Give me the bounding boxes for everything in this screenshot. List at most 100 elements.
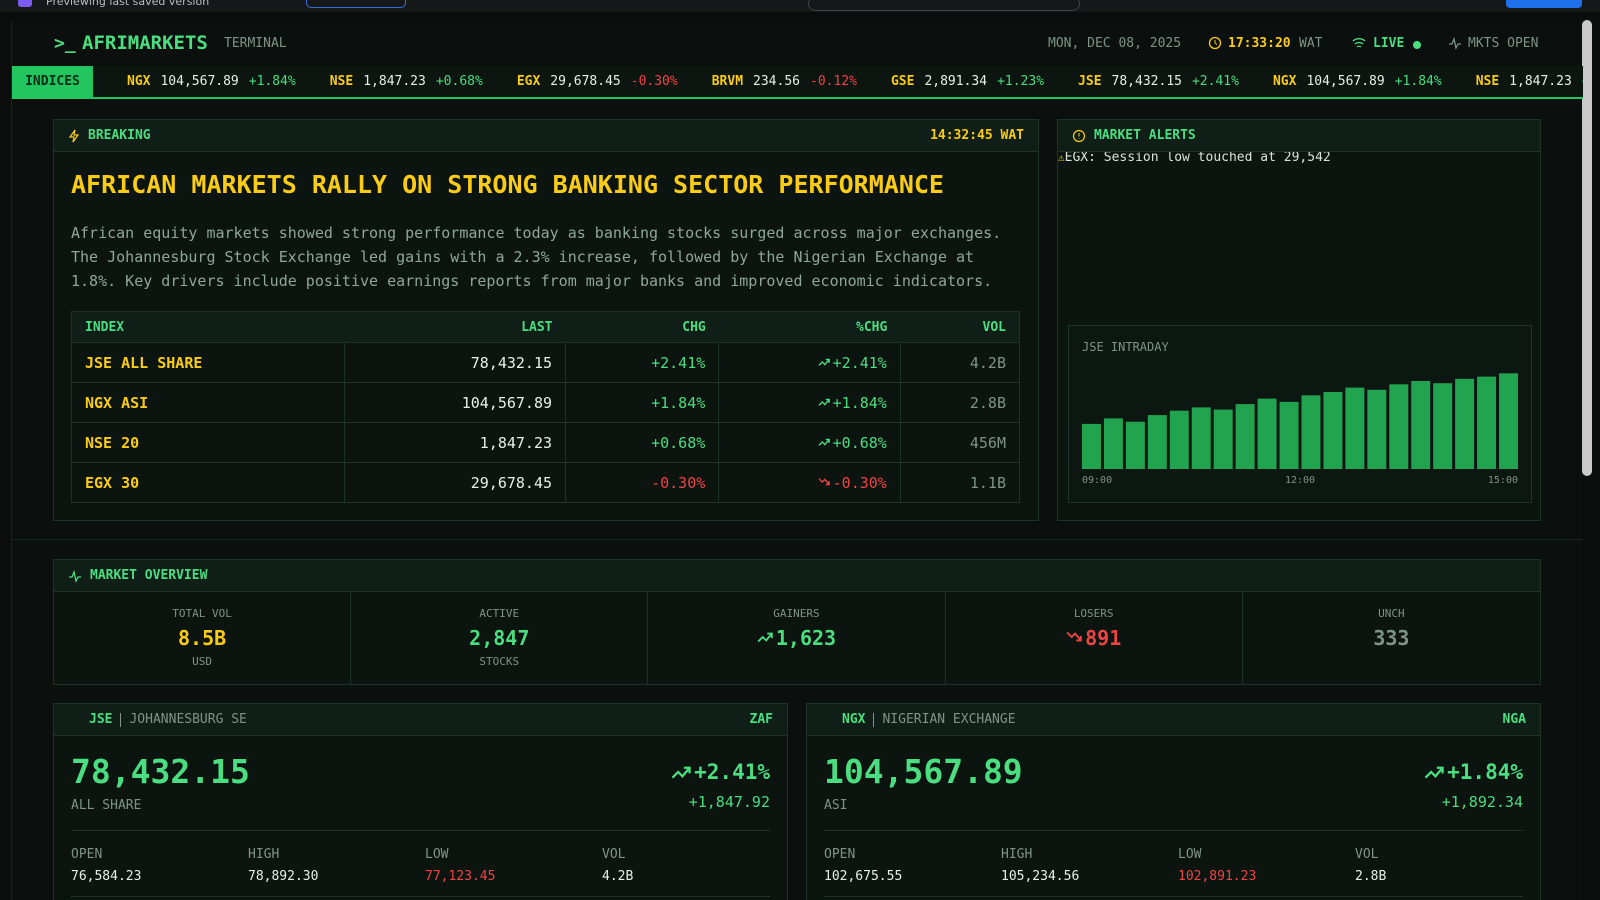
separator <box>120 712 122 727</box>
ticker-item: NGX 104,567.89 +1.84% <box>1273 74 1442 89</box>
tab[interactable] <box>306 0 406 8</box>
panel-title: BREAKING <box>88 128 151 143</box>
publish-button[interactable] <box>1506 0 1582 8</box>
index-value: 78,432.15 <box>71 752 250 791</box>
ticker-value: 1,847.23 <box>363 74 426 89</box>
x-label: 12:00 <box>1285 475 1315 486</box>
exchange-code: NGX <box>842 712 866 727</box>
table-cell: NGX ASI <box>71 382 345 423</box>
status-text: Previewing last saved version <box>46 0 210 8</box>
ticker-item: NSE 1,847.23 +0.68% <box>330 74 483 89</box>
bar <box>1499 373 1518 469</box>
cell-text: 78,432.15 <box>470 353 553 372</box>
stat-label: LOSERS <box>1073 607 1114 620</box>
stat-label: UNCH <box>1378 607 1405 620</box>
ticker-symbol: BRVM <box>711 74 744 89</box>
stat: GAINERS 1,623 <box>648 592 946 684</box>
ticker-change: +0.68% <box>435 74 483 89</box>
ticker-change: +1.84% <box>1394 74 1442 89</box>
index-name: ASI <box>824 798 848 813</box>
bar <box>1191 407 1211 469</box>
cell-text: +0.68% <box>832 433 887 452</box>
cell-text: NGX ASI <box>85 393 149 412</box>
ticker-symbol: NSE <box>329 74 354 89</box>
intraday-chart: 09:00 12:00 15:00 <box>1082 373 1518 486</box>
stat-value: 2,847 <box>351 626 647 650</box>
ticker-item: NGX 104,567.89 +1.84% <box>127 74 296 89</box>
stat-value: 891 <box>946 626 1242 650</box>
bar <box>1389 384 1409 469</box>
exchange-card: JSE JOHANNESBURG SE ZAF 78,432.15 ALL SHARE +… <box>53 703 788 900</box>
address-bar[interactable] <box>808 0 1080 11</box>
alert-item: ⚠EGX: Session low touched at 29,542 <box>1058 150 1540 165</box>
bar <box>1147 415 1167 469</box>
table-cell: 29,678.45 <box>343 462 567 503</box>
stat-unit: STOCKS <box>479 655 520 668</box>
exchange-name: NIGERIAN EXCHANGE <box>882 712 1016 727</box>
breaking-time: 14:32:45 WAT <box>930 128 1024 143</box>
globe-icon <box>821 713 834 726</box>
table-cell: +0.68% <box>565 422 720 463</box>
table-cell: EGX 30 <box>71 462 345 503</box>
column-header: %CHG <box>718 311 901 343</box>
cell-text: +1.84% <box>651 393 706 412</box>
x-label: 09:00 <box>1082 475 1112 486</box>
cell-text: +2.41% <box>832 353 887 372</box>
ticker-symbol: JSE <box>1078 74 1102 89</box>
trend-up-icon <box>818 438 830 446</box>
stat-value: 102,675.55 <box>824 869 903 884</box>
cell-text: 1.1B <box>969 473 1006 492</box>
stat-value: 105,234.56 <box>1001 869 1080 884</box>
stat-value: 8.5B <box>54 626 350 650</box>
bar <box>1125 421 1145 469</box>
ticker-bar: INDICES NGX 104,567.89 +1.84% NSE 1,847.23 +0… <box>12 66 1583 99</box>
stat-value: 78,892.30 <box>248 869 319 884</box>
stat-label: ACTIVE <box>479 607 520 620</box>
table-cell: +2.41% <box>565 342 720 383</box>
ticker-value: 78,432.15 <box>1111 74 1182 89</box>
ticker-symbol: EGX <box>516 74 541 89</box>
bar <box>1477 376 1497 469</box>
article-body: African equity markets showed strong per… <box>71 224 1002 290</box>
cell-text: 456M <box>969 433 1006 452</box>
index-value: 104,567.89 <box>824 752 1023 791</box>
table-row: JSE ALL SHARE 78,432.15 +2.41% +2.41% 4.2B <box>71 342 1021 383</box>
stat-number: 1,623 <box>775 626 837 650</box>
browser-bar: Previewing last saved version <box>0 0 1600 12</box>
bar <box>1345 387 1365 469</box>
panel-header: BREAKING 14:32:45 WAT <box>54 120 1038 152</box>
ticker-value: 234.56 <box>753 74 800 89</box>
table-cell: 2.8B <box>899 382 1021 423</box>
table-row: NSE 20 1,847.23 +0.68% +0.68% 456M <box>71 422 1021 463</box>
ticker-symbol: NSE <box>1475 74 1500 89</box>
scrollbar[interactable] <box>1582 20 1592 476</box>
ticker-item: JSE 78,432.15 +2.41% <box>1078 74 1239 89</box>
exchange-name: JOHANNESBURG SE <box>129 712 247 727</box>
panel-header: MARKET OVERVIEW <box>54 560 1540 592</box>
point-change: +1,847.92 <box>688 793 770 811</box>
bar <box>1301 395 1321 469</box>
ticker-items: NGX 104,567.89 +1.84% NSE 1,847.23 +0.68% EGX 2… <box>127 66 1583 97</box>
bar <box>1235 404 1255 469</box>
ticker-value: 104,567.89 <box>160 74 239 89</box>
clock-time: 17:33:20 <box>1228 36 1291 51</box>
stat-number: 333 <box>1373 626 1410 650</box>
ticker-change: +1.23% <box>997 74 1045 89</box>
divider <box>71 830 770 831</box>
panel-header: NGX NIGERIAN EXCHANGE NGA <box>807 704 1540 736</box>
stat-label: HIGH <box>1001 847 1033 862</box>
alert-icon <box>1072 129 1086 142</box>
table-cell: 456M <box>899 422 1021 463</box>
trend-up-icon <box>818 398 830 406</box>
live-status: LIVE <box>1373 36 1405 51</box>
bar <box>1279 401 1299 469</box>
column-header: LAST <box>344 311 566 343</box>
ticker-value: 104,567.89 <box>1306 74 1385 89</box>
table-cell: 1.1B <box>899 462 1021 503</box>
chart-title: JSE INTRADAY <box>1082 340 1169 354</box>
icon-path <box>818 477 830 485</box>
pulse-icon <box>1449 36 1461 50</box>
logo: >_ <box>54 33 76 54</box>
market-status: MKTS OPEN <box>1468 36 1539 51</box>
brand: AFRIMARKETS <box>82 32 208 54</box>
